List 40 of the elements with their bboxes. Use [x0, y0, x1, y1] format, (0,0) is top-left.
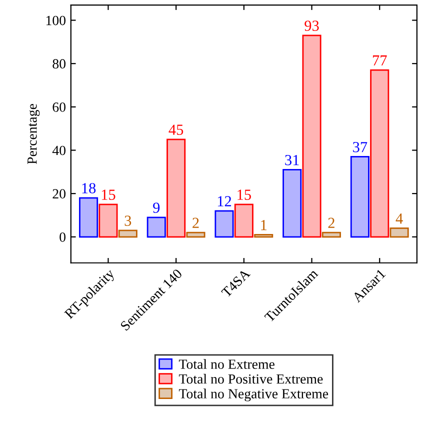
bar [234, 204, 254, 238]
data-label: 93 [304, 20, 319, 31]
bar [302, 34, 322, 238]
data-label: 1 [261, 220, 266, 230]
y-tick-label: 40 [52, 146, 66, 156]
bar [146, 216, 166, 238]
bar [118, 230, 138, 238]
legend-label: Total no Negative Extreme [178, 388, 328, 402]
data-label: 3 [124, 216, 132, 226]
data-label: 18 [82, 183, 96, 194]
data-label: 12 [218, 196, 232, 206]
bar [79, 197, 98, 238]
bar [390, 228, 409, 238]
data-label: 15 [238, 190, 251, 200]
legend-label: Total no Positive Extreme [178, 374, 323, 384]
bar [322, 232, 341, 238]
bar [98, 204, 118, 238]
data-label: 77 [372, 55, 387, 66]
legend-label: Total no Extreme [178, 359, 274, 369]
data-label: 4 [396, 214, 403, 224]
bar [166, 138, 186, 238]
data-label: 45 [168, 124, 184, 135]
y-tick-label: 20 [52, 189, 66, 199]
bar [282, 169, 302, 238]
data-label: 31 [285, 154, 299, 166]
y-tick-label: 60 [52, 102, 66, 112]
y-tick-label: 80 [52, 59, 66, 69]
data-label: 9 [153, 202, 160, 213]
bar [370, 69, 390, 238]
data-label: 37 [353, 142, 368, 152]
y-tick-label: 0 [60, 232, 66, 242]
data-label: 15 [102, 190, 116, 200]
bar [214, 210, 234, 238]
y-tick-label: 100 [46, 16, 66, 26]
data-label: 2 [192, 218, 199, 228]
y-axis-title: Percentage [28, 104, 40, 164]
bar [186, 232, 206, 238]
bar [350, 156, 370, 238]
bar [254, 234, 274, 238]
data-label: 2 [328, 218, 334, 228]
